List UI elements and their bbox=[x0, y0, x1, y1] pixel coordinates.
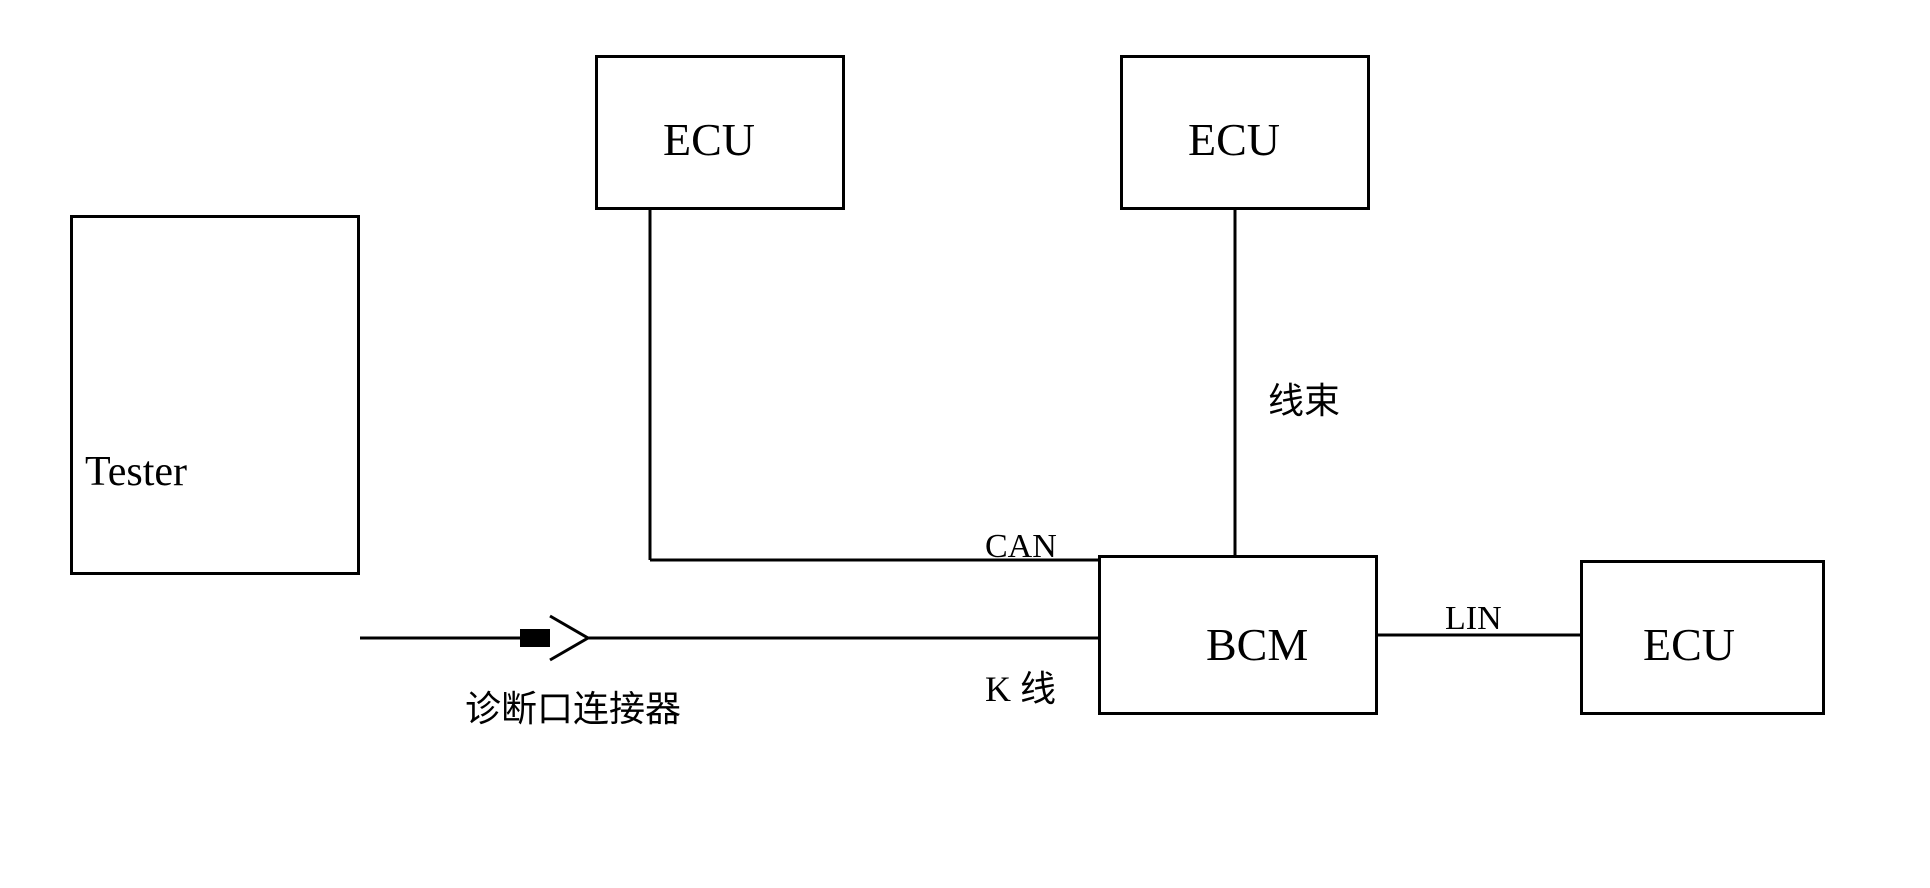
ecu-right-box: ECU bbox=[1580, 560, 1825, 715]
harness-label: 线束 bbox=[1268, 372, 1340, 424]
bcm-box: BCM bbox=[1098, 555, 1378, 715]
bcm-label: BCM bbox=[1206, 618, 1308, 671]
ecu-top-left-box: ECU bbox=[595, 55, 845, 210]
ecu-top-right-box: ECU bbox=[1120, 55, 1370, 210]
tester-label: Tester bbox=[85, 448, 187, 496]
diagram-container: { "canvas": { "width": 1930, "height": 8… bbox=[0, 0, 1930, 888]
ecu-top-left-label: ECU bbox=[663, 113, 755, 166]
ecu-right-label: ECU bbox=[1643, 618, 1735, 671]
diag-connector-label: 诊断口连接器 bbox=[465, 680, 681, 732]
ecu-top-right-label: ECU bbox=[1188, 113, 1280, 166]
lin-label: LIN bbox=[1445, 600, 1502, 638]
k-line-label: K 线 bbox=[985, 660, 1056, 712]
can-label: CAN bbox=[985, 528, 1057, 566]
tester-box: Tester bbox=[70, 215, 360, 575]
